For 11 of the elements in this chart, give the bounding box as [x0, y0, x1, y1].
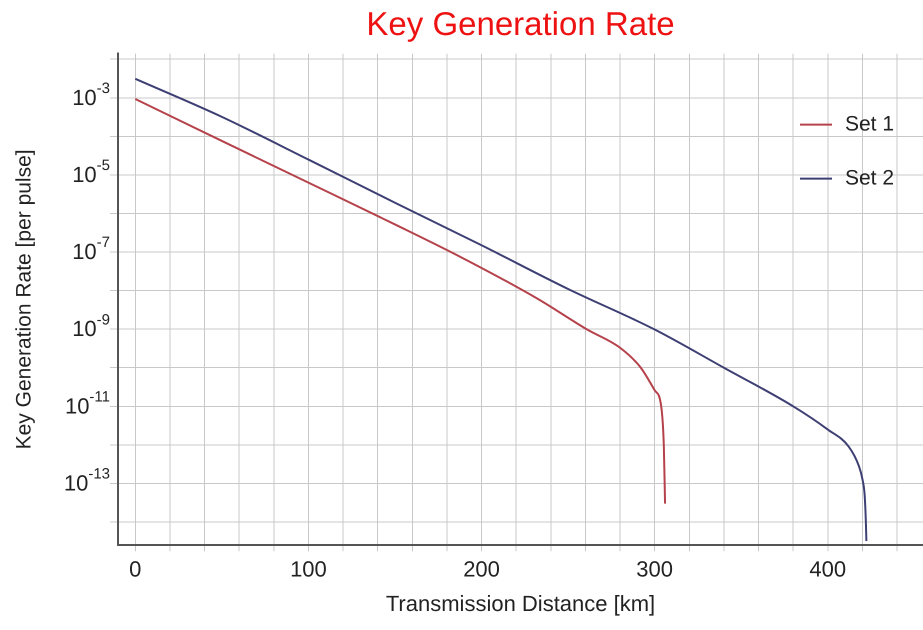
chart-title: Key Generation Rate — [366, 4, 675, 42]
x-tick-label: 300 — [636, 556, 674, 582]
x-tick-label: 200 — [463, 556, 500, 582]
x-tick-label: 100 — [290, 556, 327, 582]
x-tick-label: 0 — [129, 556, 142, 582]
legend-label: Set 2 — [845, 166, 894, 190]
line-series — [134, 98, 666, 505]
x-tick-label: 400 — [809, 556, 846, 582]
x-axis-title: Transmission Distance [km] — [386, 590, 656, 616]
y-axis-title: Key Generation Rate [per pulse] — [12, 149, 36, 450]
legend-label: Set 1 — [845, 112, 894, 136]
